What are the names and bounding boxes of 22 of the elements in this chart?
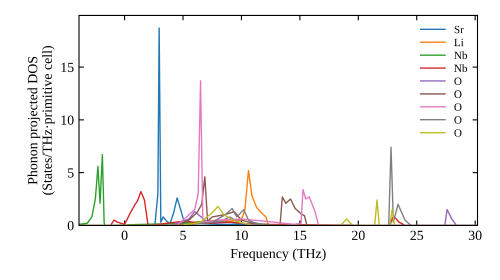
y-tick-label: 5 (68, 168, 74, 178)
legend-label: O (454, 129, 462, 137)
y-tick-label: 15 (61, 62, 74, 72)
legend-label: Nb (454, 51, 468, 60)
x-tick-label: 10 (236, 230, 248, 240)
legend-label: Li (454, 38, 464, 46)
y-tick-label: 10 (61, 115, 74, 125)
legend-label: O (454, 90, 462, 98)
legend-label: O (454, 78, 462, 85)
x-tick-label: 25 (410, 230, 424, 240)
x-axis-title: Frequency (THz) (230, 248, 326, 262)
y-tick-label: 0 (68, 220, 74, 230)
x-tick-label: 5 (180, 230, 186, 240)
legend-label: Sr (454, 26, 464, 34)
x-tick-label: 0 (122, 230, 128, 240)
x-tick-label: 15 (294, 230, 306, 240)
x-tick-label: 30 (468, 230, 482, 240)
legend-label: Nb (454, 64, 468, 72)
legend-label: O (454, 103, 462, 111)
legend-label: O (454, 116, 462, 124)
y-axis-title: Phonon projected DOS (States/THz·primitive cell) (28, 46, 55, 195)
x-tick-label: 20 (352, 230, 365, 240)
